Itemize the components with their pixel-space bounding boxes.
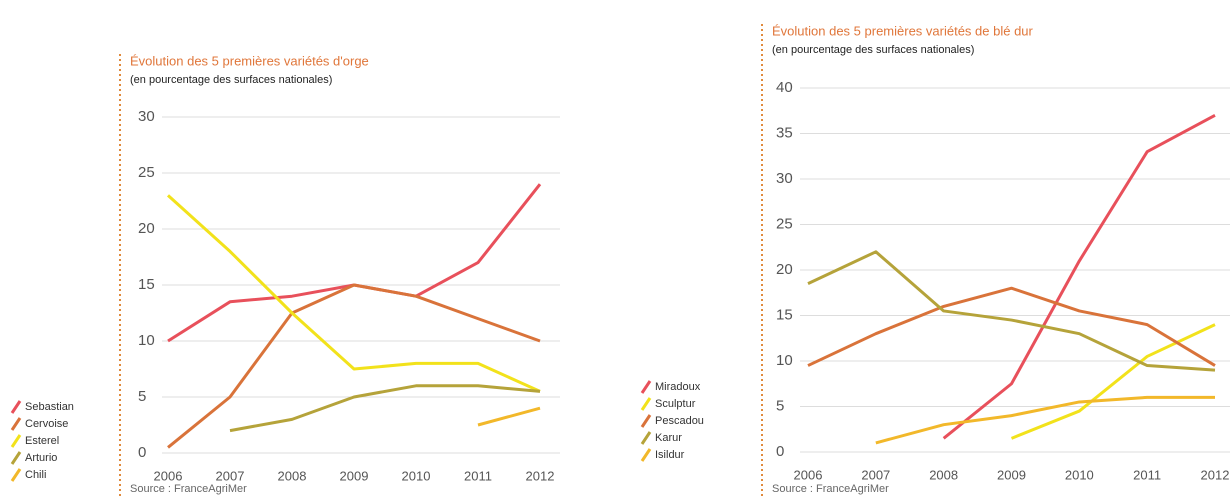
data-line [1010, 323, 1216, 440]
legend-label: Miradoux [655, 381, 701, 393]
x-tick-label: 2006 [794, 467, 823, 482]
legend-swatch [10, 434, 22, 448]
data-line [167, 183, 542, 343]
y-tick-label: 25 [138, 164, 155, 181]
source: Source : FranceAgriMer [130, 483, 247, 495]
x-tick-label: 2007 [861, 467, 890, 482]
legend-label: Arturio [25, 452, 57, 464]
y-tick-label: 10 [776, 352, 793, 369]
y-tick-label: 35 [776, 124, 793, 141]
y-tick-label: 0 [138, 444, 146, 461]
x-tick-label: 2006 [154, 468, 183, 483]
chart-subtitle: (en pourcentage des surfaces nationales) [772, 44, 974, 56]
legend-label: Cervoise [25, 418, 68, 430]
y-tick-label: 20 [138, 220, 155, 237]
x-tick-label: 2008 [278, 468, 307, 483]
x-tick-label: 2009 [997, 467, 1026, 482]
y-tick-label: 30 [776, 170, 793, 187]
y-tick-label: 20 [776, 261, 793, 278]
y-tick-label: 15 [776, 306, 793, 323]
data-line [807, 250, 1216, 372]
y-tick-label: 5 [138, 388, 146, 405]
x-tick-label: 2008 [929, 467, 958, 482]
x-tick-label: 2009 [340, 468, 369, 483]
chart-title: Évolution des 5 premières variétés de bl… [772, 23, 1034, 38]
legend-swatch [640, 448, 652, 462]
legend-swatch [640, 431, 652, 445]
x-tick-label: 2012 [526, 468, 555, 483]
data-line [229, 384, 541, 433]
x-tick-label: 2012 [1201, 467, 1230, 482]
y-tick-label: 25 [776, 215, 793, 232]
legend-swatch [10, 417, 22, 431]
data-line [167, 283, 541, 449]
data-line [166, 194, 541, 393]
legend-swatch [10, 468, 22, 482]
data-line [875, 395, 1215, 445]
legend-label: Isildur [655, 449, 685, 461]
x-tick-label: 2011 [464, 468, 492, 483]
x-tick-label: 2010 [402, 468, 431, 483]
x-tick-label: 2007 [216, 468, 245, 483]
y-tick-label: 15 [138, 276, 155, 293]
data-line [807, 286, 1216, 367]
y-tick-label: 10 [138, 332, 155, 349]
y-tick-label: 5 [776, 397, 784, 414]
legend-swatch [640, 397, 652, 411]
x-tick-label: 2010 [1065, 467, 1094, 482]
data-line [942, 113, 1216, 440]
chart-title: Évolution des 5 premières variétés d'org… [130, 53, 369, 68]
x-tick-label: 2011 [1133, 467, 1161, 482]
data-line [477, 406, 541, 427]
legend-label: Chili [25, 469, 46, 481]
legend-label: Sculptur [655, 398, 696, 410]
source: Source : FranceAgriMer [772, 483, 889, 495]
legend-label: Esterel [25, 435, 59, 447]
legend-swatch [10, 451, 22, 465]
legend-swatch [10, 400, 22, 414]
legend-swatch [640, 414, 652, 428]
y-tick-label: 0 [776, 443, 784, 460]
y-tick-label: 30 [138, 108, 155, 125]
legend-swatch [640, 380, 652, 394]
chart-subtitle: (en pourcentage des surfaces nationales) [130, 74, 332, 86]
legend-label: Sebastian [25, 401, 74, 413]
y-tick-label: 40 [776, 79, 793, 96]
legend-label: Karur [655, 432, 682, 444]
legend-label: Pescadou [655, 415, 704, 427]
